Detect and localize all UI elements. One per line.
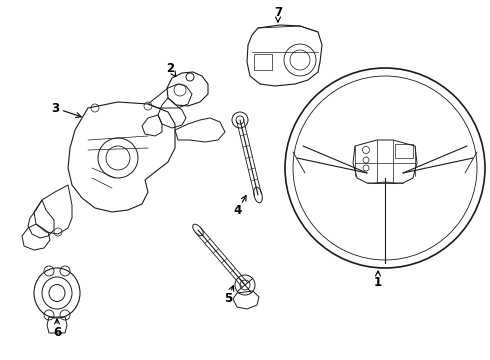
Text: 3: 3 bbox=[51, 102, 59, 114]
Text: 2: 2 bbox=[166, 62, 174, 75]
Text: 6: 6 bbox=[53, 325, 61, 338]
Bar bbox=[254, 54, 272, 70]
Text: 1: 1 bbox=[374, 275, 382, 288]
Text: 7: 7 bbox=[274, 5, 282, 18]
Text: 5: 5 bbox=[224, 292, 232, 305]
Text: 4: 4 bbox=[234, 203, 242, 216]
Bar bbox=[395, 144, 413, 158]
